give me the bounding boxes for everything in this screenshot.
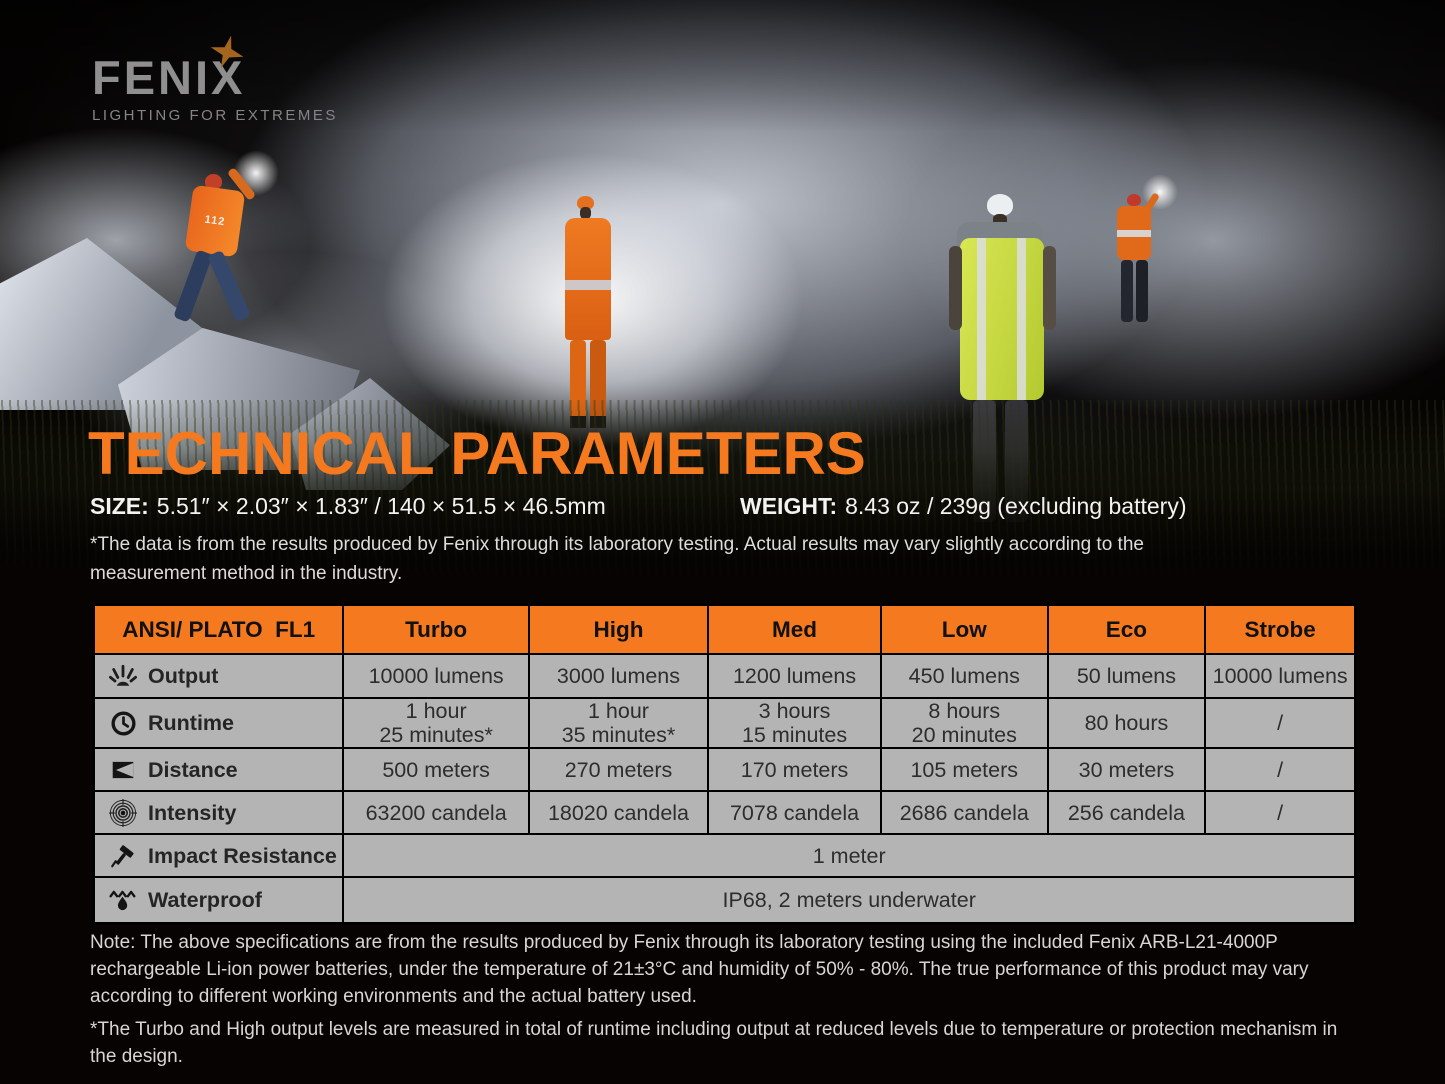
- cell-runtime-turbo: 1 hour 25 minutes*: [342, 696, 530, 750]
- cell-output-med: 1200 lumens: [707, 653, 882, 699]
- lab-disclaimer: *The data is from the results produced b…: [90, 534, 1144, 584]
- hero-photo: 112: [0, 0, 1445, 600]
- cell-intensity-high: 18020 candela: [527, 790, 710, 836]
- fenix-wordmark: FENIX: [92, 51, 246, 104]
- table-body: Output 10000 lumens 3000 lumens 1200 lumens…: [92, 653, 1357, 925]
- output-icon: [106, 663, 140, 689]
- header-row: ANSI/ PLATO FL1 Turbo High Med Low Eco Strobe: [92, 603, 1357, 655]
- col-header-ansi-plato-fl1: ANSI/ PLATO FL1: [92, 603, 345, 655]
- cell-runtime-high: 1 hour 35 minutes*: [527, 696, 710, 750]
- photo-bottom-fade: [0, 450, 1445, 600]
- spec-row-output: Output 10000 lumens 3000 lumens 1200 lumens…: [92, 653, 1357, 699]
- row-label: Intensity: [148, 800, 237, 825]
- cell-distance-strobe: /: [1204, 747, 1357, 793]
- col-header-turbo: Turbo: [342, 603, 530, 655]
- cell-intensity-eco: 256 candela: [1046, 790, 1207, 836]
- cell-distance-med: 170 meters: [707, 747, 882, 793]
- cell-output-eco: 50 lumens: [1046, 653, 1207, 699]
- cell-runtime-eco: 80 hours: [1046, 696, 1207, 750]
- cell-waterproof-all: IP68, 2 meters underwater: [342, 876, 1357, 925]
- cell-output-low: 450 lumens: [879, 653, 1049, 699]
- weight-label: WEIGHT:: [740, 493, 838, 519]
- size-value: 5.51″ × 2.03″ × 1.83″ / 140 × 51.5 × 46.…: [156, 493, 606, 519]
- spec-row-impact-resistance: Impact Resistance 1 meter: [92, 833, 1357, 879]
- spec-row-runtime: Runtime 1 hour 25 minutes* 1 hour 35 minut…: [92, 696, 1357, 750]
- cell-intensity-med: 7078 candela: [707, 790, 882, 836]
- note-paragraph: Note: The above specifications are from …: [90, 932, 1309, 1007]
- col-header-low: Low: [879, 603, 1049, 655]
- cell-output-turbo: 10000 lumens: [342, 653, 530, 699]
- row-label: Runtime: [148, 711, 234, 736]
- row-label-cell-impact-resistance: Impact Resistance: [92, 833, 345, 879]
- cell-intensity-low: 2686 candela: [879, 790, 1049, 836]
- page-title: TECHNICAL PARAMETERS: [88, 420, 866, 487]
- cell-distance-turbo: 500 meters: [342, 747, 530, 793]
- row-label-cell-distance: Distance: [92, 747, 345, 793]
- col-header-eco: Eco: [1046, 603, 1207, 655]
- cell-distance-high: 270 meters: [527, 747, 710, 793]
- cell-intensity-strobe: /: [1204, 790, 1357, 836]
- note-footnote: *The Turbo and High output levels are me…: [90, 1018, 1338, 1067]
- col-header-med: Med: [707, 603, 882, 655]
- brand-tagline: LIGHTING FOR EXTREMES: [92, 107, 338, 124]
- col-header-high: High: [527, 603, 710, 655]
- cell-impact-resistance-all: 1 meter: [342, 833, 1357, 879]
- weight-value: 8.43 oz / 239g (excluding battery): [845, 493, 1187, 519]
- spec-row-distance: Distance 500 meters 270 meters 170 meters 10…: [92, 747, 1357, 793]
- weight-spec: WEIGHT: 8.43 oz / 239g (excluding battery…: [740, 493, 1186, 520]
- row-label-cell-intensity: Intensity: [92, 790, 345, 836]
- cell-output-high: 3000 lumens: [527, 653, 710, 699]
- cell-intensity-turbo: 63200 candela: [342, 790, 530, 836]
- distance-icon: [106, 757, 140, 783]
- spec-row-intensity: Intensity 63200 candela 18020 candela 7078 …: [92, 790, 1357, 836]
- cell-distance-eco: 30 meters: [1046, 747, 1207, 793]
- spec-table: ANSI/ PLATO FL1 Turbo High Med Low Eco Strobe …: [92, 603, 1357, 925]
- row-label-cell-output: Output: [92, 653, 345, 699]
- cell-distance-low: 105 meters: [879, 747, 1049, 793]
- runtime-icon: [106, 710, 140, 737]
- row-label: Output: [148, 663, 219, 688]
- table-header: ANSI/ PLATO FL1 Turbo High Med Low Eco Strobe: [92, 603, 1357, 655]
- spec-row-waterproof: Waterproof IP68, 2 meters underwater: [92, 876, 1357, 925]
- cell-runtime-low: 8 hours 20 minutes: [879, 696, 1049, 750]
- row-label-cell-runtime: Runtime: [92, 696, 345, 750]
- fenix-logo: FENIX LIGHTING FOR EXTREMES: [92, 35, 338, 124]
- intensity-icon: [106, 798, 140, 827]
- waterproof-icon: [106, 887, 140, 913]
- cell-output-strobe: 10000 lumens: [1204, 653, 1357, 699]
- cell-runtime-med: 3 hours 15 minutes: [707, 696, 882, 750]
- size-label: SIZE:: [90, 493, 149, 519]
- col-header-strobe: Strobe: [1204, 603, 1357, 655]
- footer-notes: Note: The above specifications are from …: [90, 930, 1368, 1071]
- row-label: Impact Resistance: [148, 843, 337, 868]
- size-spec: SIZE: 5.51″ × 2.03″ × 1.83″ / 140 × 51.5 …: [90, 493, 606, 520]
- cell-runtime-strobe: /: [1204, 696, 1357, 750]
- row-label: Waterproof: [148, 887, 262, 912]
- impact-icon: [106, 843, 140, 869]
- row-label-cell-waterproof: Waterproof: [92, 876, 345, 925]
- fenix-star-icon: [210, 35, 244, 69]
- row-label: Distance: [148, 757, 238, 782]
